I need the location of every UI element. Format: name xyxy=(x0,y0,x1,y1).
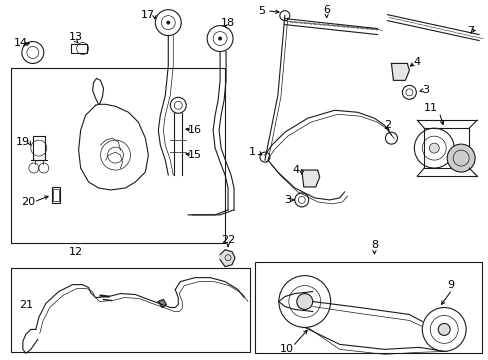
Text: 22: 22 xyxy=(221,235,235,245)
Text: 4: 4 xyxy=(292,165,299,175)
Text: 14: 14 xyxy=(14,37,28,48)
Text: 20: 20 xyxy=(20,197,35,207)
Bar xyxy=(11,68,224,243)
Circle shape xyxy=(166,21,170,24)
Text: 7: 7 xyxy=(466,26,473,36)
Bar xyxy=(71,44,86,54)
Text: 18: 18 xyxy=(221,18,235,28)
Text: 6: 6 xyxy=(323,5,329,15)
Circle shape xyxy=(437,323,449,336)
Polygon shape xyxy=(301,170,319,187)
Polygon shape xyxy=(390,63,408,80)
Text: 10: 10 xyxy=(279,345,293,354)
Text: 1: 1 xyxy=(248,147,255,157)
Bar xyxy=(53,189,59,201)
Text: 5: 5 xyxy=(258,6,265,15)
Bar xyxy=(254,262,481,353)
Text: 3: 3 xyxy=(421,85,428,95)
Text: 13: 13 xyxy=(68,32,82,41)
Text: 17: 17 xyxy=(141,10,155,20)
Polygon shape xyxy=(220,250,235,267)
Bar xyxy=(11,268,249,352)
Text: 3: 3 xyxy=(284,195,291,205)
Text: 11: 11 xyxy=(424,103,437,113)
Circle shape xyxy=(218,37,222,41)
Bar xyxy=(424,128,468,168)
Text: 9: 9 xyxy=(447,280,454,289)
Circle shape xyxy=(447,144,474,172)
Text: 2: 2 xyxy=(383,120,390,130)
Text: 16: 16 xyxy=(188,125,202,135)
Text: 21: 21 xyxy=(19,300,33,310)
Text: 15: 15 xyxy=(188,150,202,160)
Polygon shape xyxy=(158,300,166,307)
Text: 4: 4 xyxy=(413,58,420,67)
Text: 19: 19 xyxy=(16,137,30,147)
Text: 8: 8 xyxy=(370,240,377,250)
Bar xyxy=(52,187,60,203)
Circle shape xyxy=(296,293,312,310)
Bar xyxy=(33,136,45,160)
Text: 12: 12 xyxy=(68,247,82,257)
Circle shape xyxy=(428,143,438,153)
